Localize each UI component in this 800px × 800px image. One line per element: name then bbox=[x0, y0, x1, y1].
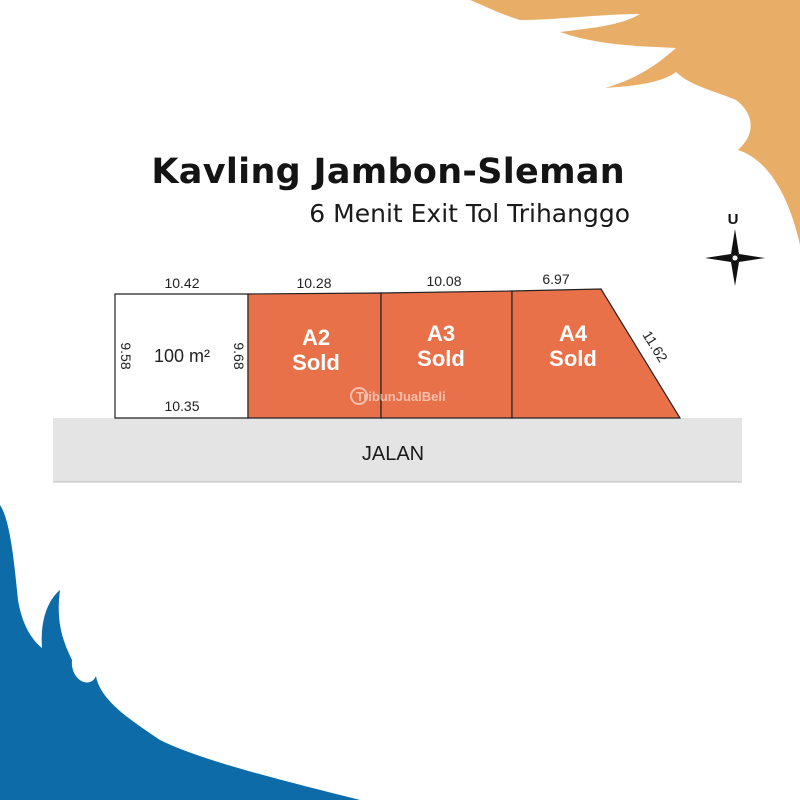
plot-a4-top-dimension: 6.97 bbox=[542, 271, 569, 287]
road bbox=[53, 418, 742, 482]
plot-a4-name: A4 bbox=[559, 321, 588, 346]
watermark: TribunJualBeli bbox=[350, 387, 446, 405]
plot-a3-top-dimension: 10.08 bbox=[426, 273, 461, 289]
road-label: JALAN bbox=[362, 443, 424, 465]
plot-a3-name: A3 bbox=[427, 321, 455, 346]
plot-a1-bottom-dimension: 10.35 bbox=[164, 398, 199, 414]
watermark-text: TribunJualBeli bbox=[356, 389, 446, 404]
page-title: Kavling Jambon-Sleman bbox=[151, 152, 625, 192]
bottom-left-wave bbox=[0, 505, 360, 800]
page-subtitle: 6 Menit Exit Tol Trihanggo bbox=[309, 199, 630, 228]
plot-a1-right-dimension: 9.68 bbox=[231, 342, 247, 369]
compass-rose-icon: U bbox=[705, 211, 765, 286]
plot-a2-name: A2 bbox=[302, 325, 330, 350]
plot-a3-status: Sold bbox=[417, 346, 465, 371]
plot-a4 bbox=[511, 288, 682, 419]
plot-a4-status: Sold bbox=[549, 346, 597, 371]
plot-a1-area: 100 m² bbox=[154, 346, 210, 366]
plot-a1-top-dimension: 10.42 bbox=[164, 275, 199, 291]
plot-a1-left-dimension: 9.58 bbox=[118, 342, 134, 369]
plot-a2-status: Sold bbox=[292, 350, 340, 375]
top-right-wave bbox=[470, 0, 800, 245]
plot-a2-top-dimension: 10.28 bbox=[296, 275, 331, 291]
compass-north-label: U bbox=[728, 211, 739, 228]
